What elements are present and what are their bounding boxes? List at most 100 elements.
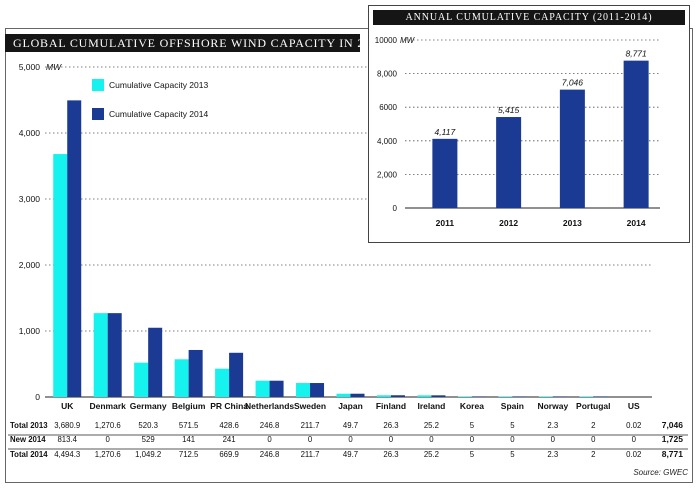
bar-2014 bbox=[350, 393, 365, 397]
table-cell: 0 bbox=[308, 435, 313, 444]
table-total: 8,771 bbox=[662, 449, 684, 459]
inset-y-tick-label: 2,000 bbox=[377, 170, 398, 179]
legend-swatch bbox=[92, 79, 104, 91]
x-tick-label: Spain bbox=[501, 401, 524, 411]
table-cell: 2 bbox=[591, 421, 595, 430]
table-cell: 246.8 bbox=[260, 450, 280, 459]
legend-label: Cumulative Capacity 2014 bbox=[109, 109, 208, 119]
y-tick-label: 4,000 bbox=[19, 128, 41, 138]
table-cell: 0 bbox=[389, 435, 394, 444]
bar-2014 bbox=[431, 395, 446, 397]
table-cell: 1,049.2 bbox=[135, 450, 161, 459]
table-cell: 141 bbox=[182, 435, 195, 444]
table-cell: 5 bbox=[470, 450, 475, 459]
inset-unit-label: MW bbox=[400, 36, 416, 45]
x-tick-label: Finland bbox=[376, 401, 406, 411]
bar-2013 bbox=[53, 154, 68, 397]
inset-x-tick-label: 2014 bbox=[627, 218, 646, 228]
bar-2014 bbox=[390, 395, 405, 397]
inset-data-label: 7,046 bbox=[562, 78, 584, 88]
table-cell: 211.7 bbox=[301, 450, 320, 459]
table-cell: 813.4 bbox=[57, 435, 77, 444]
unit-label: MW bbox=[46, 62, 62, 72]
table-cell: 0 bbox=[632, 435, 637, 444]
x-tick-label: Norway bbox=[537, 401, 568, 411]
source-note: Source: GWEC bbox=[633, 468, 688, 477]
bar-2013 bbox=[457, 396, 472, 397]
inset-bar bbox=[559, 89, 585, 208]
bar-2014 bbox=[512, 396, 527, 397]
bar-2013 bbox=[336, 393, 351, 397]
inset-bar bbox=[432, 138, 458, 208]
table-cell: 26.3 bbox=[383, 421, 398, 430]
inset-data-label: 8,771 bbox=[625, 49, 647, 59]
table-cell: 0 bbox=[348, 435, 353, 444]
inset-x-tick-label: 2013 bbox=[563, 218, 582, 228]
inset-y-tick-label: 10000 bbox=[375, 36, 398, 45]
table-cell: 26.3 bbox=[383, 450, 398, 459]
legend-label: Cumulative Capacity 2013 bbox=[109, 80, 208, 90]
x-tick-label: Sweden bbox=[294, 401, 326, 411]
inset-x-tick-label: 2012 bbox=[499, 218, 518, 228]
table-cell: 211.7 bbox=[301, 421, 320, 430]
inset-data-label: 4,117 bbox=[435, 127, 456, 137]
bar-2013 bbox=[417, 395, 432, 397]
table-cell: 49.7 bbox=[343, 450, 358, 459]
inset-y-tick-label: 0 bbox=[393, 204, 398, 213]
table-cell: 0 bbox=[106, 435, 111, 444]
bar-2013 bbox=[134, 362, 149, 397]
bar-2014 bbox=[188, 349, 203, 397]
bar-2014 bbox=[148, 327, 163, 397]
table-cell: 571.5 bbox=[179, 421, 199, 430]
y-tick-label: 0 bbox=[35, 392, 40, 402]
table-cell: 0.02 bbox=[626, 421, 641, 430]
bar-2014 bbox=[67, 100, 82, 398]
y-tick-label: 3,000 bbox=[19, 194, 41, 204]
inset-y-tick-label: 6000 bbox=[379, 103, 397, 112]
inset-data-label: 5,415 bbox=[498, 105, 520, 115]
x-tick-label: Netherlands bbox=[245, 401, 294, 411]
table-cell: 1,270.6 bbox=[95, 421, 121, 430]
table-cell: 25.2 bbox=[424, 450, 439, 459]
bar-2014 bbox=[552, 396, 567, 397]
x-tick-label: Portugal bbox=[576, 401, 610, 411]
table-cell: 2 bbox=[591, 450, 595, 459]
bar-2013 bbox=[215, 368, 230, 397]
x-tick-label: Germany bbox=[130, 401, 167, 411]
bar-2013 bbox=[93, 313, 108, 397]
inset-chart-title: ANNUAL CUMULATIVE CAPACITY (2011-2014) bbox=[373, 10, 685, 25]
table-cell: 0 bbox=[591, 435, 596, 444]
table-cell: 2.3 bbox=[547, 450, 558, 459]
y-tick-label: 2,000 bbox=[19, 260, 41, 270]
bar-2013 bbox=[376, 395, 391, 397]
table-cell: 246.8 bbox=[260, 421, 280, 430]
x-tick-label: Ireland bbox=[417, 401, 445, 411]
inset-bar bbox=[623, 60, 649, 208]
table-cell: 520.3 bbox=[138, 421, 158, 430]
table-row-label: Total 2013 bbox=[10, 421, 48, 430]
table-row-label: New 2014 bbox=[10, 435, 46, 444]
y-tick-label: 5,000 bbox=[19, 62, 41, 72]
x-tick-label: Japan bbox=[338, 401, 363, 411]
bar-2013 bbox=[538, 396, 553, 397]
inset-x-tick-label: 2011 bbox=[436, 218, 455, 228]
table-cell: 3,680.9 bbox=[54, 421, 80, 430]
bar-2013 bbox=[174, 359, 189, 397]
legend-swatch bbox=[92, 108, 104, 120]
table-total: 1,725 bbox=[662, 434, 684, 444]
x-tick-label: Korea bbox=[460, 401, 484, 411]
x-tick-label: PR China bbox=[210, 401, 248, 411]
table-cell: 0 bbox=[429, 435, 434, 444]
inset-y-tick-label: 4,000 bbox=[377, 137, 398, 146]
bar-2013 bbox=[296, 383, 311, 397]
bar-2014 bbox=[107, 313, 122, 397]
table-cell: 0 bbox=[470, 435, 475, 444]
table-cell: 529 bbox=[142, 435, 155, 444]
bar-2013 bbox=[255, 380, 270, 397]
table-cell: 0 bbox=[510, 435, 515, 444]
table-cell: 1,270.6 bbox=[95, 450, 121, 459]
x-tick-label: UK bbox=[61, 401, 74, 411]
